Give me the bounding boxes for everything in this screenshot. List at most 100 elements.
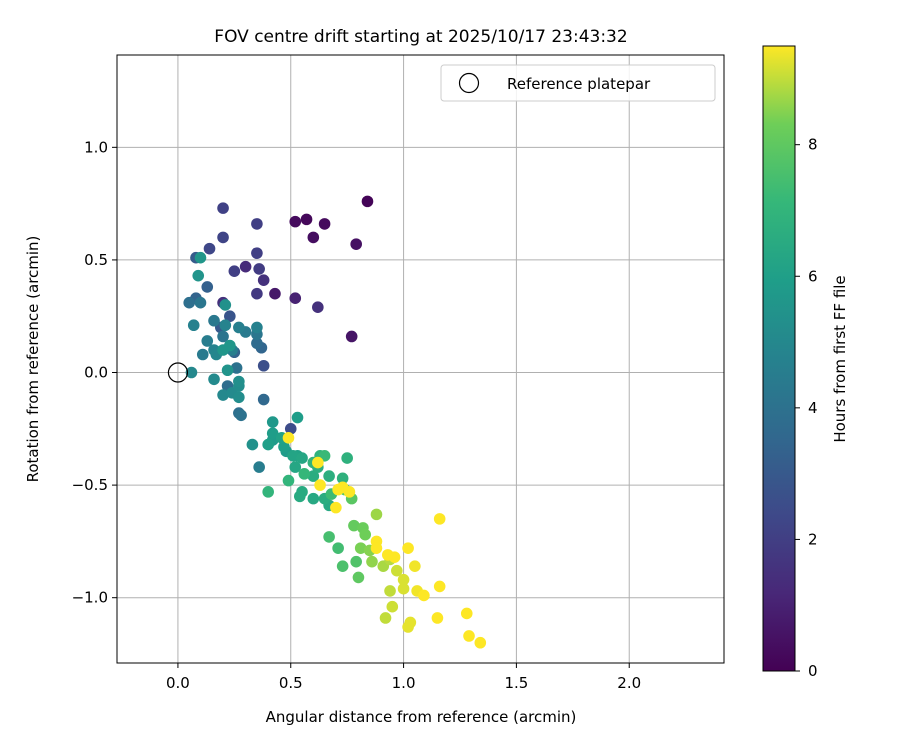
data-point [402, 542, 414, 554]
data-point [201, 281, 214, 293]
data-point [345, 330, 358, 343]
data-point [224, 339, 236, 352]
data-point [266, 416, 279, 428]
data-point [208, 314, 220, 327]
data-point [330, 501, 342, 514]
data-point [409, 560, 421, 572]
colorbar-tick-label: 0 [808, 662, 818, 680]
data-point [224, 310, 236, 323]
data-point [291, 411, 304, 424]
colorbar-tick-label: 8 [808, 136, 818, 154]
data-point [404, 616, 417, 629]
data-point [289, 461, 302, 473]
data-point [228, 265, 241, 277]
data-point [366, 555, 378, 568]
data-point [251, 321, 263, 334]
data-point [251, 337, 263, 350]
colorbar-tick-label: 4 [808, 399, 818, 417]
data-point [251, 218, 263, 230]
y-tick-label: 0.5 [84, 251, 108, 269]
data-point [219, 319, 232, 332]
y-tick-label: 1.0 [84, 138, 108, 156]
data-point [251, 287, 263, 300]
data-point [183, 296, 196, 309]
data-point [187, 319, 200, 332]
y-tick-label: −1.0 [72, 589, 108, 607]
data-point [433, 580, 446, 593]
data-point [350, 238, 362, 250]
data-point [253, 263, 265, 275]
plot-frame [116, 54, 725, 664]
data-point [318, 218, 331, 230]
x-tick-label: 0.0 [166, 674, 190, 692]
colorbar-tick-label: 2 [808, 530, 818, 548]
data-point [217, 389, 229, 401]
data-point [300, 213, 313, 226]
data-point [307, 492, 320, 505]
x-tick-label: 1.5 [504, 674, 528, 692]
data-point [379, 612, 392, 624]
data-point [352, 571, 365, 584]
plot-area [117, 55, 724, 663]
data-point [336, 560, 349, 572]
data-point [463, 630, 475, 642]
data-point [359, 528, 372, 541]
data-point [257, 393, 270, 406]
legend-reference-icon [458, 72, 480, 94]
data-point [354, 542, 367, 554]
data-point [194, 296, 207, 309]
data-point [433, 513, 446, 525]
data-point [257, 359, 270, 372]
data-point [230, 362, 243, 374]
data-point [307, 470, 320, 482]
data-point [282, 432, 295, 444]
y-axis-label: Rotation from reference (arcmin) [24, 236, 42, 483]
data-point [384, 585, 396, 597]
data-point [266, 427, 279, 440]
data-point [221, 364, 234, 377]
data-point [251, 247, 263, 259]
colorbar-ticks: 0 2 4 6 8 [795, 136, 818, 680]
reference-platepar-marker [167, 362, 189, 383]
data-point [323, 531, 335, 543]
data-point [474, 636, 487, 649]
data-point [233, 321, 245, 334]
data-point [418, 589, 430, 602]
data-point [397, 573, 410, 586]
data-point [397, 582, 410, 595]
data-point [370, 542, 383, 554]
data-point [282, 474, 295, 487]
legend: Reference platepar [440, 64, 716, 102]
data-point [217, 231, 229, 244]
data-point [192, 269, 205, 282]
colorbar: 0 2 4 6 8 Hours from first FF file [762, 45, 849, 680]
data-point [233, 391, 245, 404]
data-point [307, 231, 320, 244]
data-point [257, 274, 270, 286]
data-point [284, 423, 297, 435]
data-point [296, 452, 308, 464]
data-point [314, 479, 326, 491]
data-point [278, 441, 290, 453]
x-tick-label: 2.0 [617, 674, 641, 692]
legend-box [440, 64, 716, 102]
legend-reference-label: Reference platepar [507, 75, 651, 93]
x-axis-ticks: 0.0 0.5 1.0 1.5 2.0 [166, 663, 641, 692]
data-point [287, 450, 299, 462]
data-point [293, 490, 306, 503]
data-point [361, 195, 374, 208]
colorbar-label: Hours from first FF file [831, 275, 849, 442]
data-point [246, 438, 259, 451]
data-point [431, 612, 444, 624]
data-point [203, 242, 216, 255]
data-point [262, 486, 274, 498]
data-point [196, 348, 209, 361]
data-point [269, 287, 281, 300]
data-point [370, 508, 383, 521]
chart-title: FOV centre drift starting at 2025/10/17 … [214, 27, 627, 47]
data-points [183, 195, 487, 649]
data-point [386, 600, 399, 613]
data-point [185, 366, 198, 379]
data-point [262, 438, 274, 451]
